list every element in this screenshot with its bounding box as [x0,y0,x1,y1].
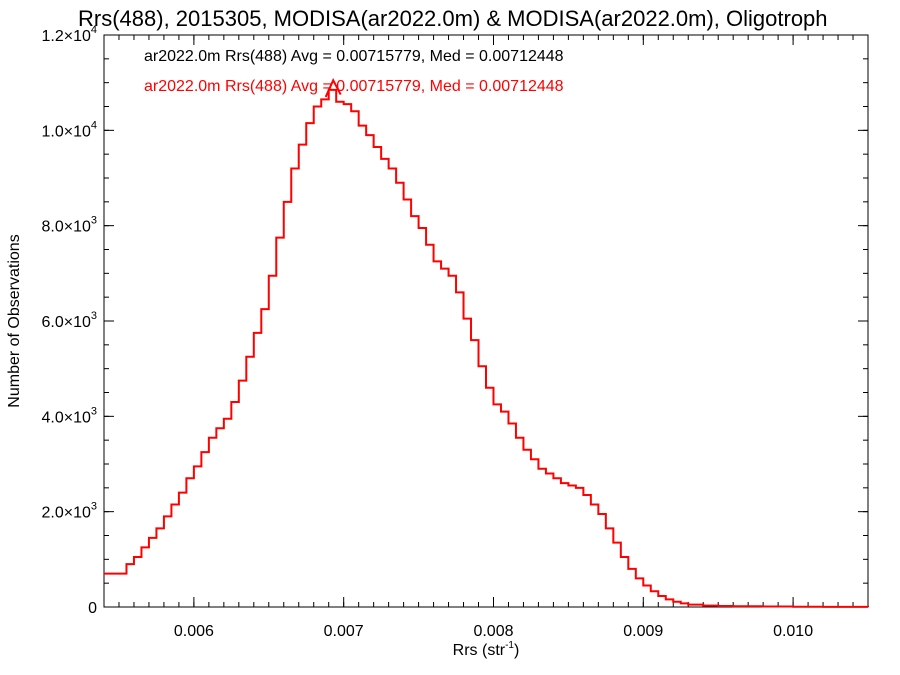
series-layer [104,77,869,608]
x-tick-label: 0.007 [324,623,364,640]
y-tick-label: 4.0×103 [41,405,97,426]
x-axis-label-close: ) [514,642,519,659]
y-tick-label: 0 [88,600,97,617]
y-tick-label: 1.2×104 [41,24,97,45]
y-tick-label: 1.0×104 [41,119,97,140]
x-axis: 0.006 0.007 0.008 0.009 0.010 [118,35,869,640]
chart-title: Rrs(488), 2015305, MODISA(ar2022.0m) & M… [78,6,828,31]
y-axis: 0 2.0×103 4.0×103 6.0×103 8.0×103 1.0×104 1.2×… [41,24,868,617]
x-axis-label: Rrs (str-1) [453,640,520,659]
legend-entry-red: ar2022.0m Rrs(488) Avg = 0.00715779, Med… [144,78,564,95]
x-axis-label-main: Rrs (str [453,642,506,659]
y-axis-label: Number of Observations [6,234,23,407]
series-line-0 [104,88,869,608]
x-tick-label: 0.006 [174,623,214,640]
y-tick-label: 8.0×103 [41,215,97,236]
y-tick-label: 6.0×103 [41,310,97,331]
x-tick-label: 0.009 [623,623,663,640]
series-line-1 [324,77,342,98]
legend-entry-black: ar2022.0m Rrs(488) Avg = 0.00715779, Med… [144,48,564,65]
y-tick-label: 2.0×103 [41,501,97,522]
x-tick-label: 0.008 [473,623,513,640]
x-tick-label: 0.010 [773,623,813,640]
x-axis-label-superscript: -1 [505,640,514,651]
